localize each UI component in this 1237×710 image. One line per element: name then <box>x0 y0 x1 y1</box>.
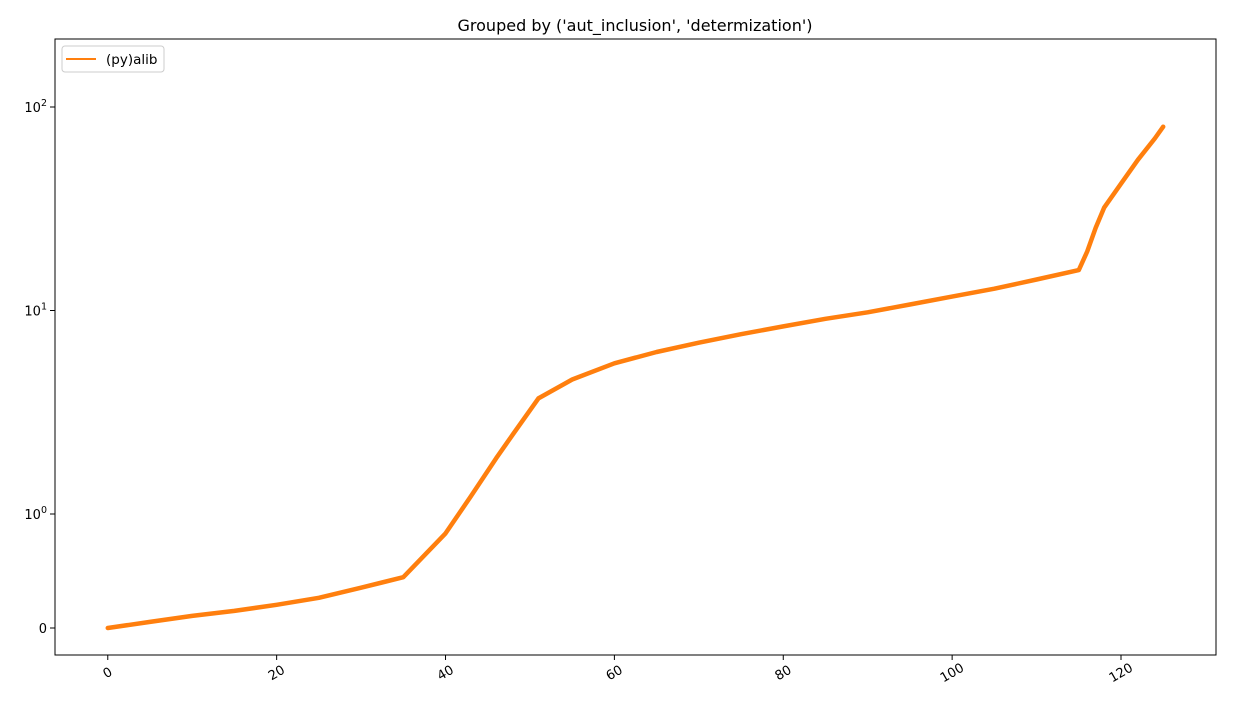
y-tick-label: 100 <box>24 505 47 523</box>
x-tick-label: 60 <box>604 663 626 684</box>
legend-label: (py)alib <box>106 52 157 68</box>
x-tick-label: 80 <box>773 663 795 684</box>
plot-area <box>105 124 1166 631</box>
chart-title: Grouped by ('aut_inclusion', 'determizat… <box>458 16 813 36</box>
y-tick-label: 0 <box>39 622 47 637</box>
axes-frame <box>54 38 1217 656</box>
y-tick-label: 102 <box>24 98 47 116</box>
legend-box <box>61 45 165 73</box>
legend: (py)alib <box>61 45 165 73</box>
x-tick-label: 20 <box>266 663 288 684</box>
x-tick-label: 40 <box>435 663 457 684</box>
series-line <box>105 124 1166 631</box>
y-tick-label: 101 <box>24 302 47 320</box>
